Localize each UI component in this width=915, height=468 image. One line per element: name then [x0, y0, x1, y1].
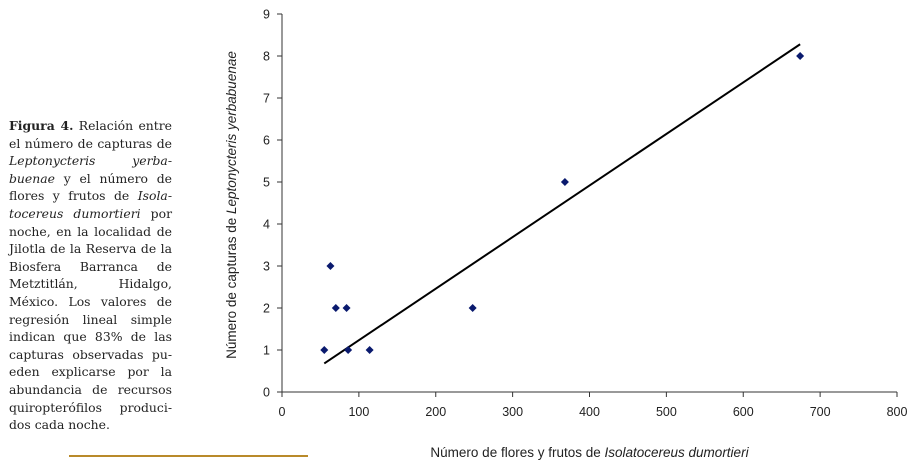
x-axis-title: Número de flores y frutos de Isolatocere…	[430, 445, 749, 460]
y-tick-label: 5	[263, 176, 270, 190]
y-tick-label: 6	[263, 134, 270, 148]
data-point	[331, 304, 340, 312]
data-point	[560, 178, 569, 186]
data-point	[326, 262, 335, 270]
data-point	[796, 52, 805, 60]
y-tick-label: 2	[263, 302, 270, 316]
x-tick-label: 500	[656, 405, 677, 419]
caption-species-cactus: Isola­tocereus dumortieri	[9, 188, 172, 221]
figure-caption: Figura 4. Relación entre el número de ca…	[9, 117, 172, 434]
x-tick-label: 400	[579, 405, 600, 419]
data-point	[320, 346, 329, 354]
caption-text: y el número de flores y frutos de	[9, 170, 172, 204]
x-axis-title-prefix: Número de flores y frutos de	[430, 445, 604, 460]
y-axis-title-species: Leptonycteris yerbabuenae	[224, 51, 239, 214]
x-tick-label: 600	[733, 405, 754, 419]
data-point	[344, 346, 353, 354]
x-tick-label: 700	[810, 405, 831, 419]
caption-text: por noche, en la localidad de Jilotla de…	[9, 205, 172, 433]
x-tick-label: 100	[348, 405, 369, 419]
y-tick-label: 0	[263, 386, 270, 400]
regression-line-group	[323, 43, 801, 365]
figure-label: Figura 4.	[9, 118, 74, 133]
y-tick-label: 1	[263, 344, 270, 358]
y-tick-label: 9	[263, 8, 270, 22]
data-point	[365, 346, 374, 354]
y-tick-label: 4	[263, 218, 270, 232]
y-axis-title-prefix: Número de capturas de	[224, 214, 239, 359]
x-tick-label: 800	[887, 405, 908, 419]
caption-divider	[69, 455, 308, 457]
x-tick-label: 0	[279, 405, 286, 419]
x-tick-label: 300	[502, 405, 523, 419]
caption-text: Relación entre el número de capturas de	[9, 118, 173, 151]
x-tick-label: 200	[425, 405, 446, 419]
y-tick-label: 3	[263, 260, 270, 274]
data-points	[320, 52, 805, 354]
regression-line	[323, 43, 801, 365]
caption-species-bat: Leptonycteris yerba­buenae	[9, 153, 172, 186]
chart-ticks: 0 1 2 3 4 5 6 7 8 9 0 100 200 300 400 500 600 700 800	[263, 8, 907, 420]
y-tick-label: 8	[263, 50, 270, 64]
x-axis-title-species: Isolatocereus dumortieri	[605, 445, 750, 460]
data-point	[468, 304, 477, 312]
y-tick-label: 7	[263, 92, 270, 106]
data-point	[342, 304, 351, 312]
y-axis-title: Número de capturas de Leptonycteris yerb…	[224, 51, 239, 359]
chart-axes	[281, 14, 897, 393]
